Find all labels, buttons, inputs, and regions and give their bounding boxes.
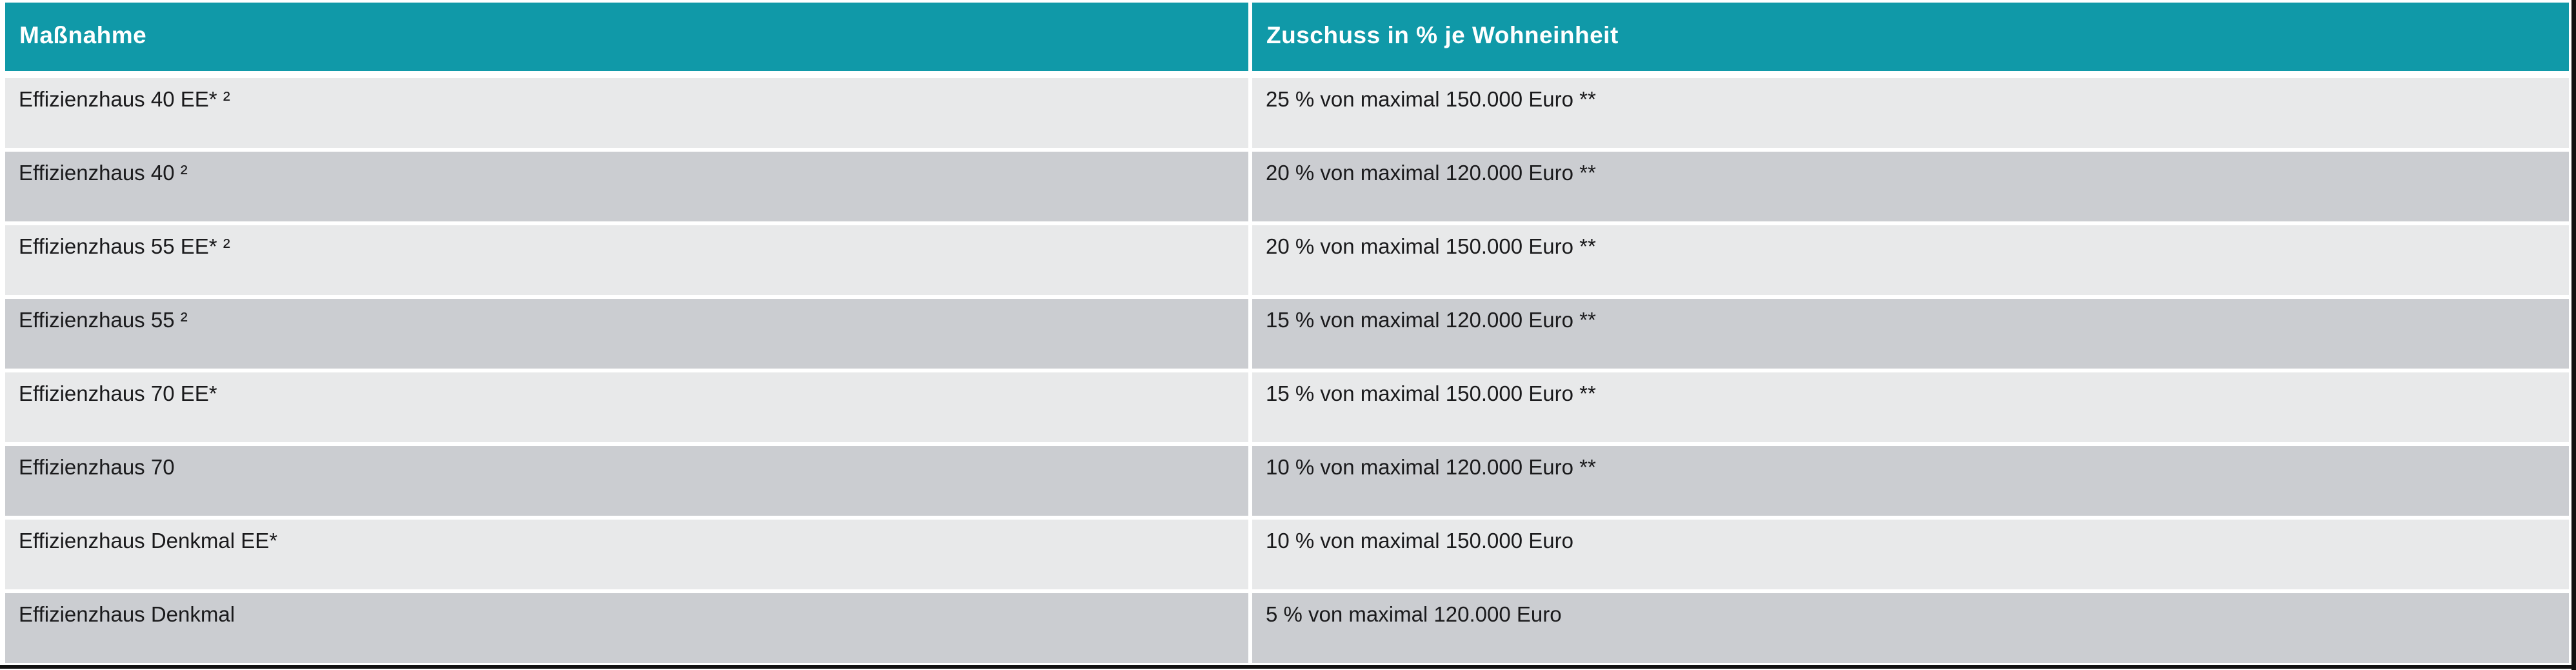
table-row: Effizienzhaus 70 EE* 15 % von maximal 15…: [5, 372, 2569, 442]
zuschuss-cell: 15 % von maximal 150.000 Euro **: [1252, 372, 2569, 442]
massnahme-cell: Effizienzhaus 40 EE* ²: [5, 78, 1248, 148]
massnahme-cell: Effizienzhaus 70: [5, 446, 1248, 516]
zuschuss-cell: 5 % von maximal 120.000 Euro: [1252, 593, 2569, 663]
massnahme-cell: Effizienzhaus 70 EE*: [5, 372, 1248, 442]
bottom-border-rule: [0, 665, 2576, 669]
zuschuss-cell: 15 % von maximal 120.000 Euro **: [1252, 299, 2569, 369]
table-row: Effizienzhaus 55 EE* ² 20 % von maximal …: [5, 225, 2569, 295]
massnahme-cell: Effizienzhaus Denkmal: [5, 593, 1248, 663]
massnahme-cell: Effizienzhaus 55 EE* ²: [5, 225, 1248, 295]
zuschuss-cell: 10 % von maximal 120.000 Euro **: [1252, 446, 2569, 516]
table-row: Effizienzhaus 55 ² 15 % von maximal 120.…: [5, 299, 2569, 369]
header-cell-massnahme: Maßnahme: [5, 3, 1248, 71]
table-row: Effizienzhaus 40 EE* ² 25 % von maximal …: [5, 78, 2569, 148]
zuschuss-cell: 20 % von maximal 150.000 Euro **: [1252, 225, 2569, 295]
table-row: Effizienzhaus Denkmal EE* 10 % von maxim…: [5, 520, 2569, 589]
massnahme-cell: Effizienzhaus 55 ²: [5, 299, 1248, 369]
header-cell-zuschuss: Zuschuss in % je Wohneinheit: [1252, 3, 2569, 71]
zuschuss-cell: 20 % von maximal 120.000 Euro **: [1252, 152, 2569, 221]
zuschuss-table: Maßnahme Zuschuss in % je Wohneinheit Ef…: [5, 3, 2569, 667]
zuschuss-cell: 10 % von maximal 150.000 Euro: [1252, 520, 2569, 589]
table-row: Effizienzhaus Denkmal 5 % von maximal 12…: [5, 593, 2569, 663]
table-row: Effizienzhaus 40 ² 20 % von maximal 120.…: [5, 152, 2569, 221]
zuschuss-cell: 25 % von maximal 150.000 Euro **: [1252, 78, 2569, 148]
table-header-row: Maßnahme Zuschuss in % je Wohneinheit: [5, 3, 2569, 71]
massnahme-cell: Effizienzhaus 40 ²: [5, 152, 1248, 221]
massnahme-cell: Effizienzhaus Denkmal EE*: [5, 520, 1248, 589]
right-border-rule: [2571, 0, 2576, 670]
table-row: Effizienzhaus 70 10 % von maximal 120.00…: [5, 446, 2569, 516]
